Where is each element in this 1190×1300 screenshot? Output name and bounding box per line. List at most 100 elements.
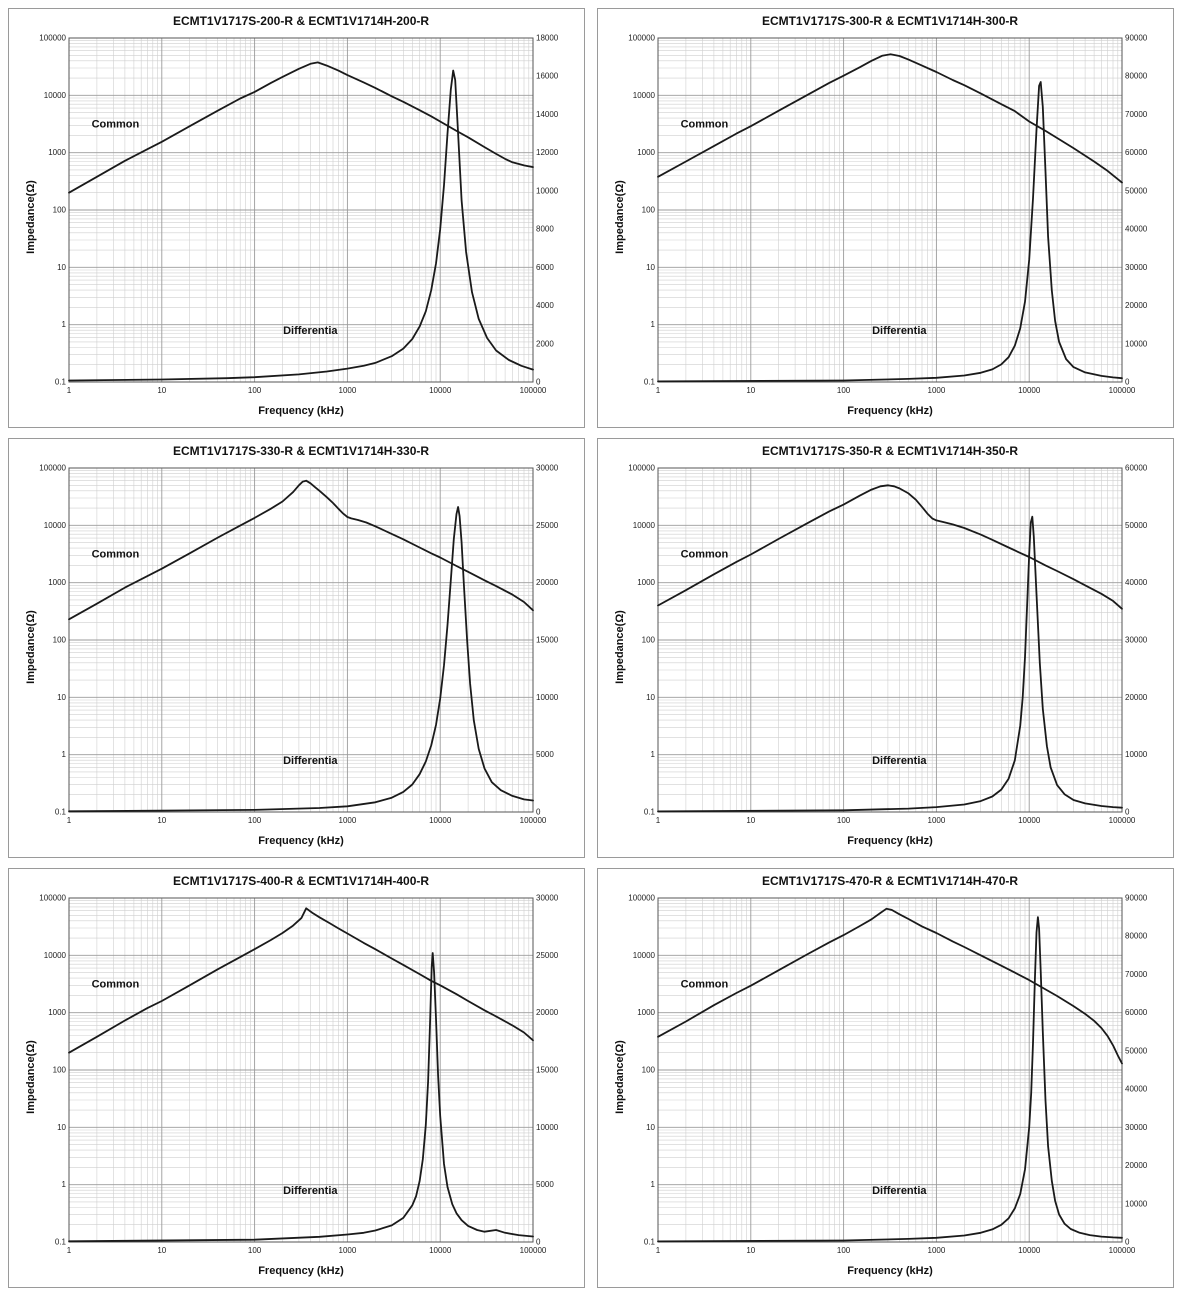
x-tick-label: 10	[746, 816, 755, 825]
right-tick-label: 30000	[1125, 1123, 1148, 1132]
left-tick-label: 10	[646, 1123, 655, 1132]
differentia-curve	[657, 515, 1123, 813]
chart-panel-300r: ECMT1V1717S-300-R & ECMT1V1714H-300-R Im…	[597, 8, 1174, 428]
right-tick-label: 90000	[1125, 34, 1148, 43]
chart-title: ECMT1V1717S-200-R & ECMT1V1714H-200-R	[172, 14, 430, 28]
x-tick-label: 10	[746, 1246, 755, 1255]
right-tick-label: 16000	[536, 72, 559, 81]
right-tick-label: 0	[1125, 808, 1130, 817]
x-tick-label: 10	[157, 816, 166, 825]
right-tick-label: 10000	[1125, 1199, 1148, 1208]
right-tick-label: 40000	[1125, 1085, 1148, 1094]
common-curve	[657, 907, 1123, 1065]
series-label-differentia: Differentia	[872, 755, 927, 767]
x-tick-label: 100	[248, 1246, 262, 1255]
impedance-plot: 1 10 100 1000 10000 1000000.11101001000100001…	[39, 464, 559, 826]
chart-title: ECMT1V1717S-350-R & ECMT1V1714H-350-R	[761, 444, 1019, 458]
plot-border	[68, 37, 534, 383]
differentia-curve	[68, 69, 534, 382]
x-tick-label: 1000	[339, 1246, 357, 1255]
series-label-differentia: Differentia	[872, 1185, 927, 1197]
chart-body: Impedance(Ω) 1 10 100 1000 10000 100000 0.1 1 10…	[614, 890, 1171, 1264]
left-tick-label: 0.1	[55, 808, 67, 817]
right-tick-label: 6000	[536, 263, 554, 272]
left-tick-label: 100	[642, 206, 656, 215]
right-tick-label: 30000	[1125, 263, 1148, 272]
impedance-plot: 1 10 100 1000 10000 1000000.11101001000100001…	[628, 34, 1148, 396]
left-tick-label: 10000	[633, 521, 656, 530]
right-tick-label: 20000	[1125, 693, 1148, 702]
common-curve	[68, 479, 534, 621]
x-tick-label: 1	[67, 386, 72, 395]
left-tick-label: 10000	[44, 521, 67, 530]
plot-border	[657, 37, 1123, 383]
x-tick-label: 10000	[429, 1246, 452, 1255]
left-tick-label: 1000	[48, 1008, 66, 1017]
series-label-common: Common	[681, 978, 729, 990]
common-curve	[657, 53, 1123, 184]
right-tick-label: 18000	[536, 34, 559, 43]
x-axis-label: Frequency (kHz)	[258, 1265, 344, 1277]
chart-panel-330r: ECMT1V1717S-330-R & ECMT1V1714H-330-R Im…	[8, 438, 585, 858]
right-tick-label: 80000	[1125, 932, 1148, 941]
series-label-common: Common	[681, 548, 729, 560]
x-tick-label: 1	[67, 816, 72, 825]
right-tick-label: 20000	[536, 1008, 559, 1017]
chart-body: Impedance(Ω) 1 10 100 1000 10000 100000 0.1 1 10…	[614, 460, 1171, 834]
left-tick-label: 1	[651, 320, 656, 329]
chart-body: Impedance(Ω) 1 10 100 1000 10000 100000 0.1 1 10…	[25, 30, 582, 404]
x-tick-label: 10000	[429, 816, 452, 825]
right-tick-label: 14000	[536, 110, 559, 119]
chart-panel-350r: ECMT1V1717S-350-R & ECMT1V1714H-350-R Im…	[597, 438, 1174, 858]
x-tick-label: 1	[656, 386, 661, 395]
left-tick-label: 1000	[48, 578, 66, 587]
series-label-common: Common	[92, 118, 140, 130]
right-tick-label: 40000	[1125, 225, 1148, 234]
differentia-curve	[68, 952, 534, 1243]
right-tick-label: 50000	[1125, 1046, 1148, 1055]
right-tick-label: 0	[536, 808, 541, 817]
right-tick-label: 90000	[1125, 894, 1148, 903]
left-tick-label: 100000	[39, 464, 66, 473]
left-tick-label: 1000	[48, 148, 66, 157]
left-tick-label: 10	[646, 693, 655, 702]
left-tick-label: 100	[53, 1066, 67, 1075]
x-tick-label: 10	[746, 386, 755, 395]
right-tick-label: 25000	[536, 521, 559, 530]
plot-border	[657, 467, 1123, 813]
y-axis-label: Impedance(Ω)	[614, 180, 626, 254]
right-tick-label: 12000	[536, 148, 559, 157]
left-tick-label: 1	[62, 320, 67, 329]
plot-border	[68, 897, 534, 1243]
x-tick-label: 10	[157, 1246, 166, 1255]
right-tick-label: 70000	[1125, 110, 1148, 119]
left-tick-label: 0.1	[644, 378, 656, 387]
x-tick-label: 10000	[1018, 816, 1041, 825]
impedance-plot: 1 10 100 1000 10000 1000000.11101001000100001…	[628, 464, 1148, 826]
left-tick-label: 1000	[637, 578, 655, 587]
left-tick-label: 1	[62, 1180, 67, 1189]
x-axis-label: Frequency (kHz)	[847, 405, 933, 417]
x-axis-label: Frequency (kHz)	[847, 1265, 933, 1277]
left-tick-label: 10000	[44, 951, 67, 960]
left-tick-label: 100	[53, 206, 67, 215]
chart-panel-200r: ECMT1V1717S-200-R & ECMT1V1714H-200-R Im…	[8, 8, 585, 428]
right-tick-label: 2000	[536, 339, 554, 348]
chart-body: Impedance(Ω) 1 10 100 1000 10000 100000 0.1 1 10…	[614, 30, 1171, 404]
left-tick-label: 100	[642, 1066, 656, 1075]
right-tick-label: 0	[536, 1238, 541, 1247]
common-curve	[68, 61, 534, 194]
y-axis-label: Impedance(Ω)	[25, 610, 37, 684]
right-tick-label: 20000	[1125, 301, 1148, 310]
right-tick-label: 80000	[1125, 72, 1148, 81]
right-tick-label: 10000	[536, 186, 559, 195]
right-tick-label: 0	[536, 378, 541, 387]
series-label-differentia: Differentia	[283, 755, 338, 767]
left-tick-label: 1	[651, 1180, 656, 1189]
x-tick-label: 100	[837, 816, 851, 825]
right-tick-label: 0	[1125, 378, 1130, 387]
left-tick-label: 10000	[633, 951, 656, 960]
plot-border	[68, 467, 534, 813]
impedance-plot: 1 10 100 1000 10000 1000000.11101001000100001…	[39, 894, 559, 1256]
x-tick-label: 100	[248, 816, 262, 825]
